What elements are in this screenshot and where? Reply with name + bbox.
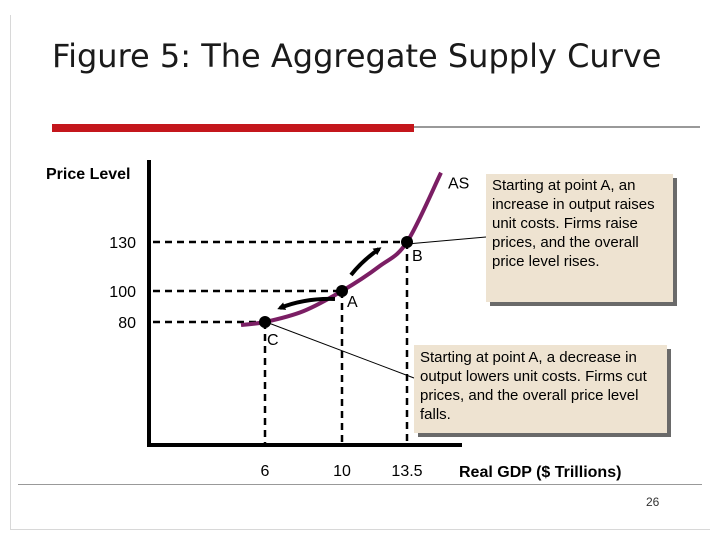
x-tick-label: 13.5 bbox=[391, 463, 422, 480]
point-label-c: C bbox=[267, 332, 279, 349]
text-layer: Price Level Real GDP ($ Trillions) AS A B C… bbox=[46, 166, 621, 481]
arrow-up-right bbox=[349, 247, 382, 277]
as-curve bbox=[240, 171, 443, 327]
as-curve-label: AS bbox=[448, 176, 469, 193]
x-tick-label: 6 bbox=[261, 463, 270, 480]
points-layer bbox=[259, 236, 413, 328]
axes-layer bbox=[147, 160, 462, 447]
callout-rise: Starting at point A, an increase in outp… bbox=[486, 174, 673, 302]
y-axis-label: Price Level bbox=[46, 166, 131, 183]
callout-rise-leader bbox=[406, 236, 487, 245]
y-tick-label: 100 bbox=[109, 284, 136, 301]
point-c bbox=[259, 316, 271, 328]
point-b bbox=[401, 236, 413, 248]
title-underline-red bbox=[52, 124, 414, 132]
page-number: 26 bbox=[646, 495, 660, 509]
x-tick-label: 10 bbox=[333, 463, 351, 480]
arrows-layer bbox=[277, 247, 382, 310]
callout-fall-leader bbox=[265, 321, 415, 379]
x-axis-label: Real GDP ($ Trillions) bbox=[459, 464, 621, 481]
callout-fall: Starting at point A, a decrease in outpu… bbox=[414, 345, 667, 433]
leaders-layer bbox=[265, 236, 487, 379]
arrow-down-left bbox=[277, 296, 336, 310]
slide-border-bottom bbox=[10, 529, 710, 530]
point-label-a: A bbox=[347, 294, 358, 311]
title-underline-gray bbox=[414, 126, 700, 128]
point-label-b: B bbox=[412, 248, 423, 265]
guides-layer bbox=[153, 240, 409, 443]
y-tick-label: 80 bbox=[118, 315, 136, 332]
slide-border-left bbox=[10, 15, 11, 530]
footer-line bbox=[18, 484, 702, 485]
y-tick-label: 130 bbox=[109, 235, 136, 252]
slide-title: Figure 5: The Aggregate Supply Curve bbox=[52, 37, 662, 75]
point-a bbox=[336, 285, 348, 297]
